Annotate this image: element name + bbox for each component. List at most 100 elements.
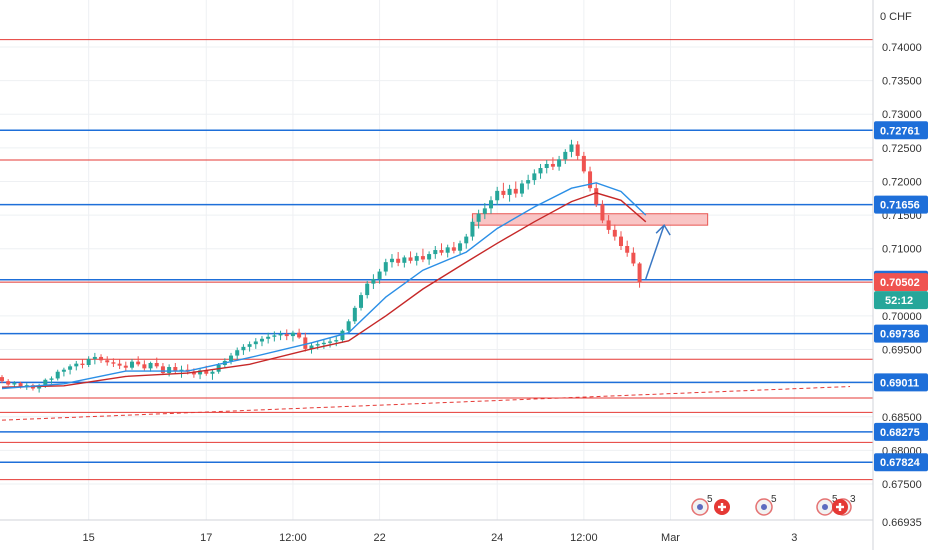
events-layer[interactable]: 5 5 5 3 xyxy=(691,494,856,516)
candle xyxy=(538,163,543,179)
candle-body xyxy=(612,229,617,237)
event-flag-icon[interactable]: 5 xyxy=(691,494,713,516)
candle-body xyxy=(389,258,394,263)
candle-body xyxy=(278,334,283,336)
candle-body xyxy=(427,254,432,260)
candle xyxy=(123,361,128,372)
ma-fast-line xyxy=(1,182,647,390)
candle-body xyxy=(371,278,376,284)
candle-body xyxy=(470,221,475,237)
candle-body xyxy=(68,366,73,370)
price-badge-label: 0.67824 xyxy=(880,457,921,469)
candle xyxy=(352,305,357,324)
candles-layer xyxy=(0,139,642,393)
candle-body xyxy=(321,342,326,345)
candle-body xyxy=(0,377,4,382)
candle-body xyxy=(154,362,159,367)
candle xyxy=(544,159,549,174)
x-tick-label: 3 xyxy=(791,532,797,544)
projection-arrow-shaft[interactable] xyxy=(645,224,665,280)
candle xyxy=(451,241,456,254)
candle-body xyxy=(229,355,234,361)
projection-arrow-head[interactable] xyxy=(655,223,671,236)
candle xyxy=(519,180,524,197)
candle-body xyxy=(272,335,277,337)
candle xyxy=(229,352,234,365)
candle-body xyxy=(86,358,91,366)
candle-body xyxy=(253,341,258,345)
candle-body xyxy=(12,383,17,385)
candle-body xyxy=(637,263,642,283)
swiss-flag-icon[interactable] xyxy=(832,499,848,515)
event-count: 3 xyxy=(850,494,856,505)
candle xyxy=(160,362,165,376)
candle xyxy=(74,360,79,371)
candle-body xyxy=(526,180,531,184)
price-badge-label: 0.71656 xyxy=(880,200,920,212)
candle-body xyxy=(420,256,425,260)
candle-body xyxy=(352,307,357,322)
candle-body xyxy=(173,367,178,372)
candle-body xyxy=(476,213,481,222)
candle-body xyxy=(24,385,29,387)
candle-body xyxy=(284,334,289,337)
candle-body xyxy=(569,144,574,152)
candle-body xyxy=(198,370,203,375)
candle-body xyxy=(160,366,165,374)
candle xyxy=(495,186,500,205)
candle-body xyxy=(445,247,450,253)
candle-body xyxy=(575,144,580,156)
event-count: 5 xyxy=(771,494,777,505)
candle xyxy=(235,347,240,359)
flag-cross-h xyxy=(836,505,844,509)
price-badge-label: 0.72761 xyxy=(880,125,920,137)
candle xyxy=(12,381,17,388)
candle xyxy=(408,251,413,264)
candle-body xyxy=(241,346,246,351)
candle-body xyxy=(142,364,147,369)
candle-body xyxy=(606,220,611,230)
price-badge: 0.71656 xyxy=(874,195,928,214)
candle-body xyxy=(117,363,122,366)
price-badge: 0.72761 xyxy=(874,121,928,140)
flag-center xyxy=(761,504,767,510)
countdown-label: 52:12 xyxy=(885,295,913,307)
y-tick-label: 0.66935 xyxy=(882,517,922,529)
price-badge-bg xyxy=(874,422,928,441)
candle-body xyxy=(359,295,364,308)
candle-body xyxy=(303,337,308,349)
candle xyxy=(631,247,636,267)
dashed-trendline[interactable] xyxy=(1,386,851,421)
resistance-zone-layer[interactable] xyxy=(471,213,709,226)
price-badge-label: 0.69011 xyxy=(880,377,919,389)
candle xyxy=(340,329,345,343)
price-badge-bg xyxy=(874,453,928,472)
candle xyxy=(594,182,599,208)
candle xyxy=(550,157,555,171)
candle-body xyxy=(148,362,153,369)
candle-body xyxy=(594,188,599,205)
candle-body xyxy=(414,256,419,261)
candle xyxy=(290,330,295,342)
candle-body xyxy=(383,262,388,272)
candle xyxy=(507,184,512,202)
event-flag-icon[interactable]: 5 xyxy=(755,494,777,516)
price-badge-bg xyxy=(874,121,928,140)
candle-body xyxy=(315,344,320,346)
candle-body xyxy=(204,370,209,374)
candle-body xyxy=(532,173,537,181)
price-badge-label: 0.68275 xyxy=(880,427,920,439)
y-tick-label: 0.67500 xyxy=(882,479,922,491)
candle-body xyxy=(600,204,605,221)
candle-body xyxy=(259,338,264,342)
candle-body xyxy=(365,283,370,296)
candle xyxy=(575,141,580,160)
time-axis[interactable]: 15 17 12:00 22 24 12:00 Mar 3 xyxy=(83,532,798,544)
arrow-layer[interactable] xyxy=(645,223,671,280)
candle-body xyxy=(129,361,134,368)
swiss-flag-icon[interactable] xyxy=(714,499,730,515)
resistance-zone[interactable] xyxy=(471,213,709,226)
candle-body xyxy=(210,371,215,374)
